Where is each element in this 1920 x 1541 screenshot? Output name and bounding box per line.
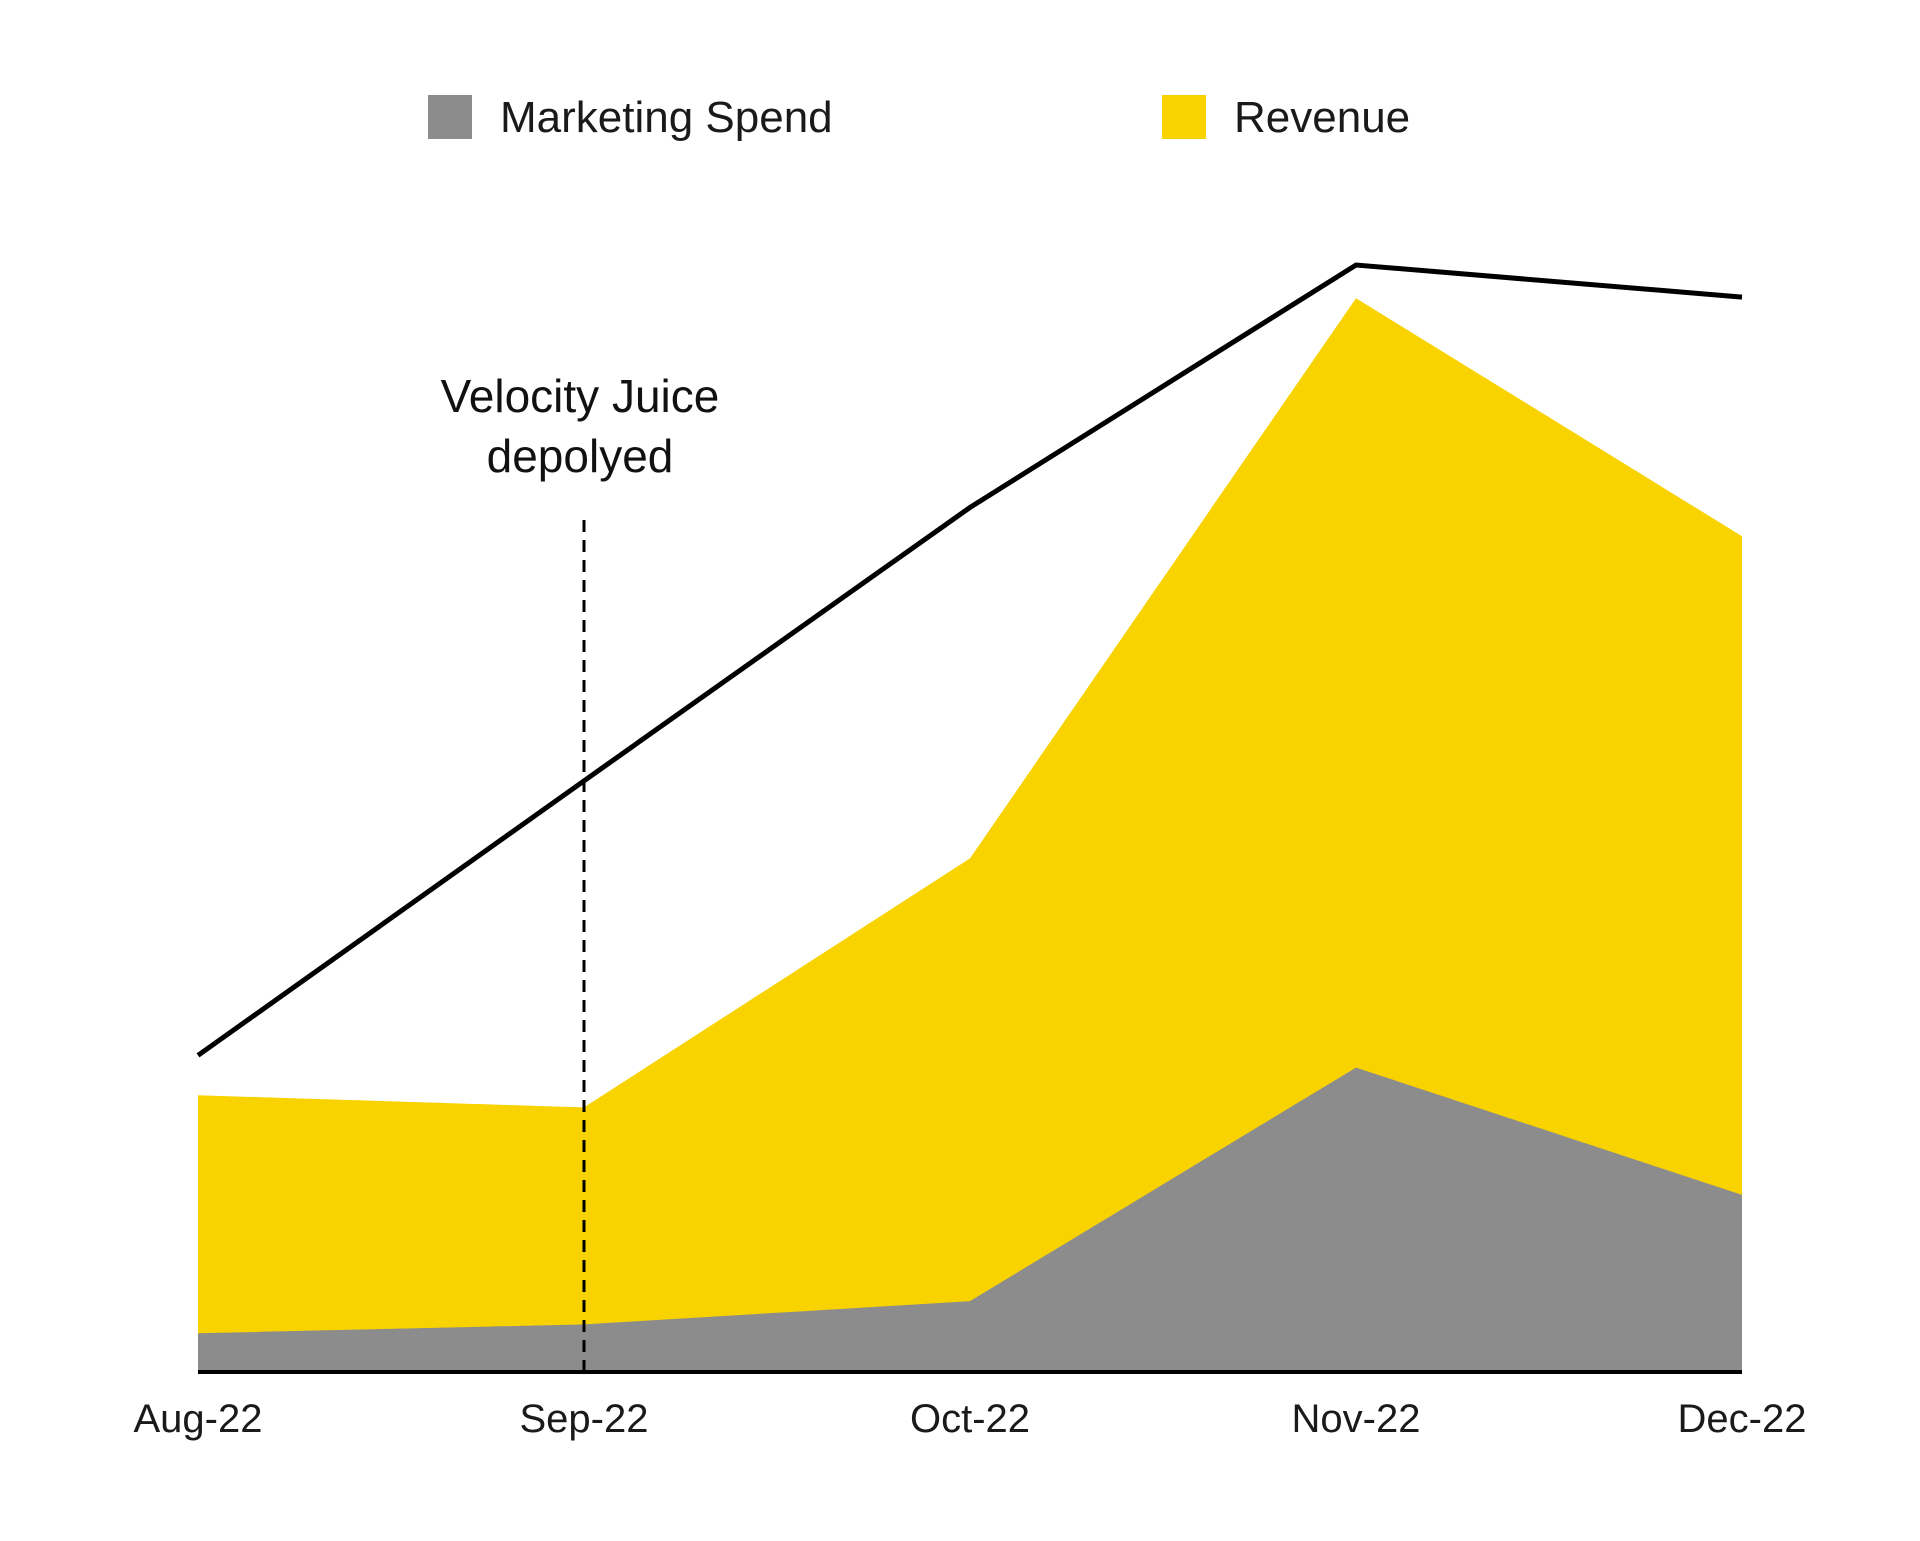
annotation: Velocity Juice depolyed: [441, 370, 720, 1372]
legend-swatch: [428, 95, 472, 139]
legend-item-revenue: Revenue: [1162, 93, 1410, 142]
annotation-label: Velocity Juice: [441, 370, 720, 422]
legend: Marketing Spend Revenue: [428, 93, 1410, 142]
trend-line: [196, 262, 1743, 1058]
x-tick-label: Aug-22: [134, 1397, 263, 1441]
area-marketing-spend: [198, 1067, 1742, 1372]
lines: [196, 262, 1743, 1058]
legend-item-marketing-spend: Marketing Spend: [428, 93, 833, 142]
legend-label: Marketing Spend: [500, 93, 833, 142]
x-axis: Aug-22 Sep-22 Oct-22 Nov-22 Dec-22: [134, 1370, 1807, 1441]
legend-swatch: [1162, 95, 1206, 139]
areas: [198, 298, 1742, 1373]
x-tick-label: Sep-22: [520, 1397, 649, 1441]
legend-label: Revenue: [1234, 93, 1410, 142]
annotation-label: depolyed: [487, 430, 674, 482]
x-tick-label: Nov-22: [1292, 1397, 1421, 1441]
x-tick-label: Dec-22: [1678, 1397, 1807, 1441]
x-tick-label: Oct-22: [910, 1397, 1030, 1441]
